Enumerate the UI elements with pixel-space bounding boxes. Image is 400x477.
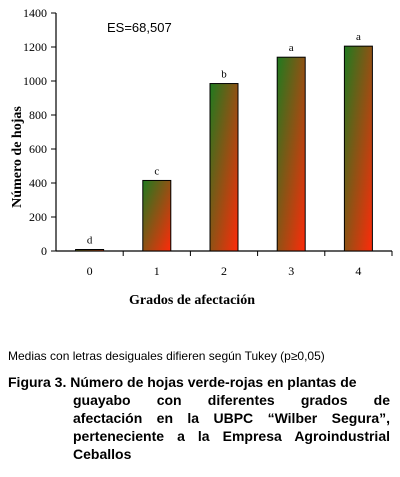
y-tick-label: 1400 [23,6,47,20]
y-tick-label: 0 [41,244,47,258]
x-tick-label: 1 [154,264,160,278]
y-tick-label: 1000 [23,74,47,88]
x-tick-label: 0 [87,264,93,278]
bar-2 [209,83,239,252]
y-axis-title: Número de hojas [10,106,25,208]
caption-line-5: Ceballos [73,446,132,462]
caption-line-4: perteneciente a la Empresa Agroindustria… [73,428,390,444]
caption-line-1: Figura 3. Número de hojas verde-rojas en… [8,374,357,390]
bar-letter-label: a [289,42,294,54]
bar-4 [343,45,373,252]
bar-letter-label: c [154,165,159,177]
es-annotation: ES=68,507 [107,20,172,35]
y-tick-label: 200 [29,210,47,224]
x-tick-label: 3 [288,264,294,278]
x-tick-label: 4 [355,264,361,278]
x-tick-label: 2 [221,264,227,278]
footnote: Medias con letras desiguales difieren se… [8,349,325,363]
y-tick-label: 600 [29,142,47,156]
bar-letter-label: a [356,31,361,43]
axes: 0 200 400 600 800 1000 1200 1400 0 1 2 3 4 [23,6,393,278]
y-tick-label: 1200 [23,40,47,54]
bar-3 [276,56,306,252]
y-tick-label: 800 [29,108,47,122]
x-axis-title: Grados de afectación [129,293,255,308]
caption-line-3: afectación en la UBPC “Wilber Segura”, [73,410,390,426]
bar-letter-label: d [87,235,93,247]
bar-1 [142,179,172,252]
y-tick-label: 400 [29,176,47,190]
figure-caption: Figura 3. Número de hojas verde-rojas en… [8,373,390,463]
bar-chart: 0 200 400 600 800 1000 1200 1400 0 1 2 3 4 d c b a a ES=… [10,6,393,308]
caption-line-2: guayabo con diferentes grados de [73,392,390,408]
bar-0 [75,249,105,252]
bars: d c b a a [75,31,373,252]
bar-letter-label: b [221,69,227,81]
